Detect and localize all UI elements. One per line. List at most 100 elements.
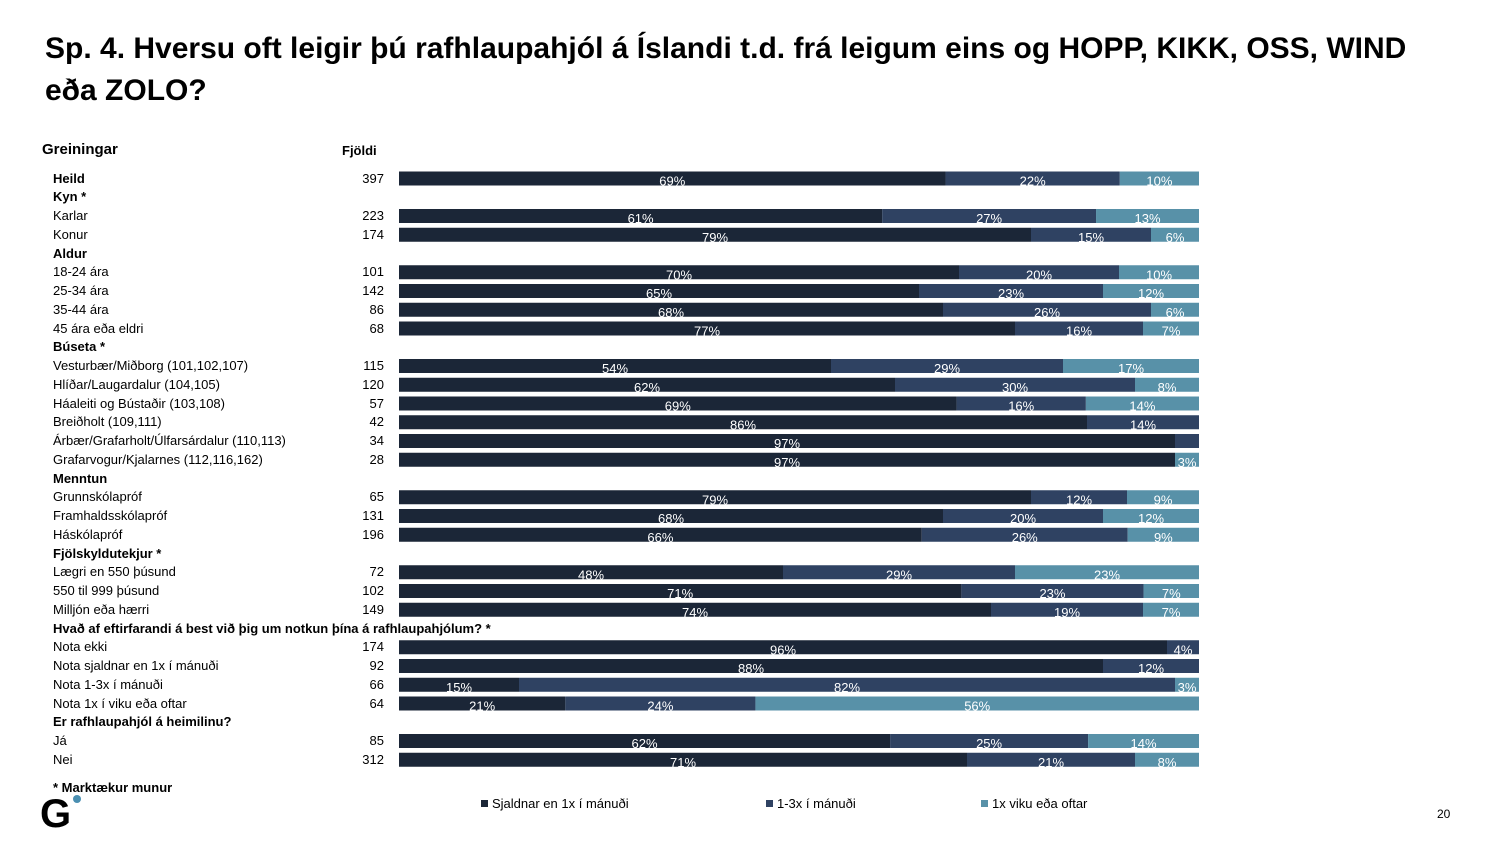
bar-data-label: 71% <box>667 586 693 601</box>
bar-segment <box>783 565 1015 580</box>
row-count: 174 <box>362 639 384 655</box>
bar-segment <box>399 227 1031 242</box>
bar-segment <box>399 209 883 223</box>
row-label: Háskólapróf <box>53 526 123 542</box>
row-label: Grafarvogur/Kjalarnes (112,116,162) <box>53 451 263 467</box>
bar-segment <box>399 565 783 580</box>
bar-data-label: 20% <box>1026 267 1052 282</box>
bar-segment <box>1031 490 1127 505</box>
bar-data-label: 4% <box>1174 642 1193 657</box>
column-header-count: Fjöldi <box>342 143 377 158</box>
bar-data-label: 3% <box>1178 680 1197 695</box>
bar-data-label: 7% <box>1162 586 1181 601</box>
bar-segment <box>399 265 959 280</box>
row-label: 35-44 ára <box>53 301 109 317</box>
row-label: Karlar <box>53 208 88 223</box>
row-label: Vesturbær/Miðborg (101,102,107) <box>53 358 249 373</box>
row-label: Grunnskólapróf <box>53 489 142 505</box>
bar-segment <box>1143 602 1199 617</box>
bar-segment <box>1135 377 1199 392</box>
bar-data-label: 16% <box>1066 324 1092 339</box>
bar-data-label: 61% <box>628 211 654 226</box>
bar-data-label: 24% <box>647 699 673 714</box>
row-label: Nota 1-3x í mánuði <box>53 676 163 692</box>
bar-data-label: 68% <box>658 305 684 320</box>
bar-data-label: 97% <box>774 455 800 470</box>
row-count: 174 <box>362 226 384 242</box>
bar-data-label: 66% <box>647 530 673 545</box>
row-count: 142 <box>362 283 384 298</box>
bar-segment <box>882 209 1097 223</box>
row-label: Aldur <box>53 245 87 261</box>
bar-segment <box>399 171 946 186</box>
row-label: Menntun <box>53 470 108 486</box>
row-count: 34 <box>369 433 384 448</box>
bar-segment <box>1143 584 1199 598</box>
bar-data-label: 86% <box>730 417 756 432</box>
bar-segment <box>399 677 519 692</box>
bar-data-label: 48% <box>578 567 604 582</box>
bar-data-label: 65% <box>646 286 672 301</box>
bar-data-label: 10% <box>1146 267 1172 282</box>
row-label: 25-34 ára <box>53 283 109 298</box>
bar-segment <box>1119 265 1199 280</box>
bar-segment <box>399 640 1167 655</box>
bar-data-label: 29% <box>934 361 960 376</box>
row-count: 92 <box>369 658 384 673</box>
bar-segment <box>831 359 1063 373</box>
bar-segment <box>399 415 1087 430</box>
bar-segment <box>943 509 1103 523</box>
row-label: Kyn * <box>53 189 87 205</box>
bar-segment <box>1103 284 1199 298</box>
bar-segment <box>921 527 1128 542</box>
row-label: Hvað af eftirfarandi á best við þig um n… <box>53 620 491 636</box>
bar-data-label: 25% <box>976 736 1002 751</box>
row-count: 102 <box>362 583 384 598</box>
bar-segment <box>1103 509 1199 523</box>
row-count: 86 <box>369 301 384 317</box>
bar-segment <box>399 302 943 317</box>
legend-label-rarely: Sjaldnar en 1x í mánuði <box>492 796 629 811</box>
bar-segment <box>1135 752 1199 767</box>
row-label: Lægri en 550 þúsund <box>53 564 176 580</box>
bar-data-label: 12% <box>1138 511 1164 526</box>
bar-data-label: 27% <box>976 211 1002 226</box>
bar-data-label: 6% <box>1166 305 1185 320</box>
row-count: 101 <box>362 264 384 280</box>
row-label: Nota 1x í viku eða oftar <box>53 695 187 711</box>
bar-segment <box>967 752 1135 767</box>
legend-item-monthly: 1-3x í mánuði <box>766 796 856 811</box>
bar-segment <box>399 377 895 392</box>
bar-segment <box>1085 396 1199 411</box>
bar-segment <box>399 359 831 373</box>
bar-segment <box>1063 359 1199 373</box>
row-label: 550 til 999 þúsund <box>53 583 160 598</box>
bar-segment <box>1175 452 1199 467</box>
bar-segment <box>1151 227 1199 242</box>
row-count: 120 <box>362 376 384 392</box>
bar-data-label: 68% <box>658 511 684 526</box>
bar-data-label: 21% <box>1038 755 1064 770</box>
bar-data-label: 71% <box>670 755 696 770</box>
bar-data-label: 23% <box>1039 586 1065 601</box>
row-count: 65 <box>369 489 384 505</box>
row-count: 131 <box>362 508 384 523</box>
bar-data-label: 14% <box>1129 399 1155 414</box>
bar-data-label: 8% <box>1158 755 1177 770</box>
bar-data-label: 12% <box>1138 286 1164 301</box>
row-count: 68 <box>369 320 384 336</box>
bar-data-label: 21% <box>469 699 495 714</box>
bar-segment <box>399 527 922 542</box>
bar-data-label: 79% <box>702 230 728 245</box>
bar-data-label: 62% <box>632 736 658 751</box>
bar-data-label: 14% <box>1130 417 1156 432</box>
row-label: Nota sjaldnar en 1x í mánuði <box>53 658 219 673</box>
row-label: Háaleiti og Bústaðir (103,108) <box>53 395 225 411</box>
bar-data-label: 23% <box>998 286 1024 301</box>
bar-data-label: 20% <box>1010 511 1036 526</box>
row-label: 18-24 ára <box>53 264 109 280</box>
bar-data-label: 12% <box>1066 492 1092 507</box>
bar-data-label: 7% <box>1162 324 1181 339</box>
bar-data-label: 3% <box>1178 455 1197 470</box>
